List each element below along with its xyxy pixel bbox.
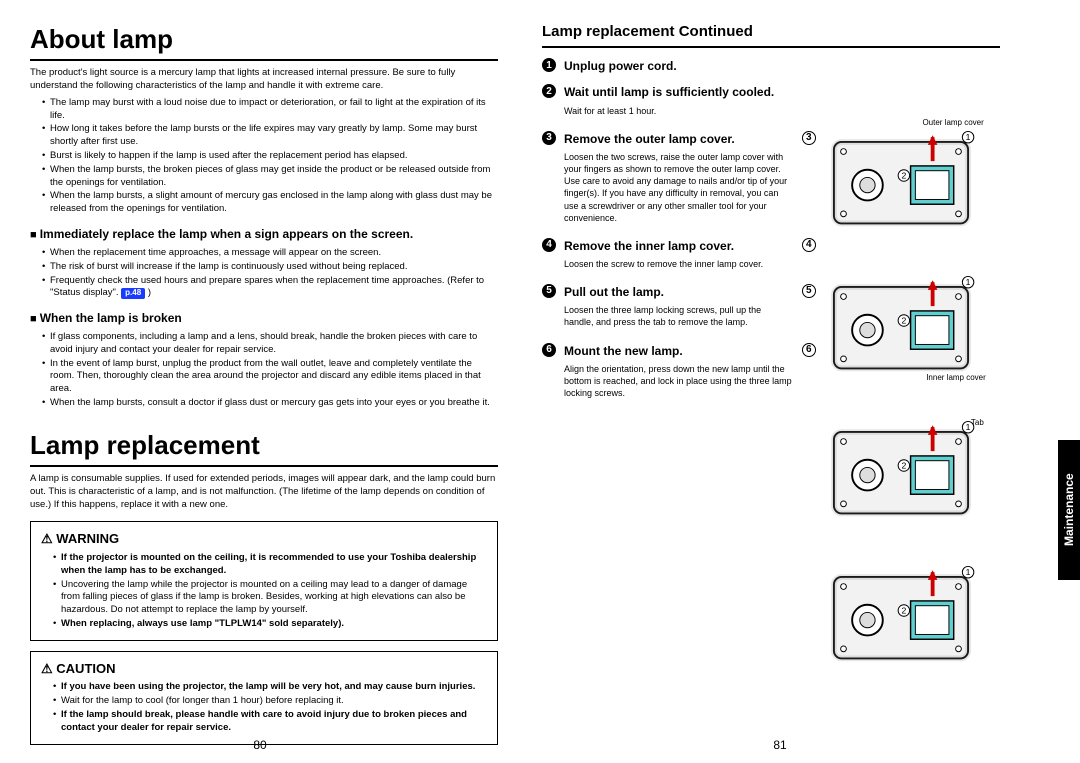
warning-bullets: If the projector is mounted on the ceili… — [41, 552, 487, 631]
step-title: Remove the inner lamp cover. — [564, 238, 734, 254]
lamp-broken-bullets: If glass components, including a lamp an… — [30, 331, 498, 410]
step-6: 6 Mount the new lamp. Align the orientatio… — [542, 343, 816, 400]
step-title: Wait until lamp is sufficiently cooled. — [564, 84, 774, 100]
caution-box: CAUTION If you have been using the proje… — [30, 651, 498, 745]
caution-bullets: If you have been using the projector, th… — [41, 681, 487, 734]
about-lamp-intro: The product's light source is a mercury … — [30, 67, 498, 93]
list-item: Uncovering the lamp while the projector … — [53, 579, 487, 617]
replace-sign-bullets: When the replacement time approaches, a … — [30, 247, 498, 300]
list-item: If glass components, including a lamp an… — [42, 331, 498, 357]
step-number-icon: 2 — [542, 84, 556, 98]
figures-column: 1 2 Outer lamp cover 1 2 Inner lamp cove… — [816, 58, 1000, 413]
page-number-left: 80 — [253, 737, 266, 753]
heading-about-lamp: About lamp — [30, 22, 498, 61]
step-2: 2 Wait until lamp is sufficiently cooled.… — [542, 84, 816, 116]
heading-lamp-replacement: Lamp replacement — [30, 428, 498, 467]
list-item: Wait for the lamp to cool (for longer th… — [53, 695, 487, 708]
step-number-icon: 1 — [542, 58, 556, 72]
svg-text:2: 2 — [901, 461, 906, 471]
page-right: Lamp replacement Continued 1 Unplug power… — [520, 0, 1040, 763]
figure-3: 1 2 Outer lamp cover — [816, 118, 986, 238]
list-item: How long it takes before the lamp bursts… — [42, 123, 498, 149]
step-figure-ref: 3 — [802, 131, 816, 145]
list-item: When the lamp bursts, consult a doctor i… — [42, 397, 498, 410]
about-lamp-bullets: The lamp may burst with a loud noise due… — [30, 97, 498, 216]
svg-text:2: 2 — [901, 606, 906, 616]
step-4: 4 Remove the inner lamp cover. Loosen the … — [542, 238, 816, 270]
step-title: Unplug power cord. — [564, 58, 677, 74]
figure-5: 1 2 Tab — [816, 408, 986, 528]
step-number-icon: 4 — [542, 238, 556, 252]
list-item: In the event of lamp burst, unplug the p… — [42, 358, 498, 396]
list-item: If the lamp should break, please handle … — [53, 709, 487, 735]
list-item: The risk of burst will increase if the l… — [42, 261, 498, 274]
list-item: When the lamp bursts, the broken pieces … — [42, 164, 498, 190]
list-item: When the replacement time approaches, a … — [42, 247, 498, 260]
step-number-icon: 3 — [542, 131, 556, 145]
step-title: Remove the outer lamp cover. — [564, 131, 735, 147]
lamp-replacement-intro: A lamp is consumable supplies. If used f… — [30, 473, 498, 511]
list-item: When replacing, always use lamp "TLPLW14… — [53, 618, 487, 631]
list-item: When the lamp bursts, a slight amount of… — [42, 190, 498, 216]
svg-text:1: 1 — [965, 567, 970, 577]
list-item: Frequently check the used hours and prep… — [42, 275, 498, 301]
projector-illustration: 1 2 — [816, 118, 986, 233]
steps-column: 1 Unplug power cord. 2 Wait until lamp is s… — [542, 58, 816, 413]
step-3: 3 Remove the outer lamp cover. Loosen the … — [542, 131, 816, 224]
figure-caption: Outer lamp cover — [922, 118, 983, 129]
step-5: 5 Pull out the lamp. Loosen the three lamp… — [542, 284, 816, 328]
side-tab-maintenance: Maintenance — [1058, 440, 1080, 580]
svg-text:2: 2 — [901, 171, 906, 181]
page-ref-chip: p.48 — [121, 288, 145, 299]
list-item: If you have been using the projector, th… — [53, 681, 487, 694]
list-item: Burst is likely to happen if the lamp is… — [42, 150, 498, 163]
figure-4: 1 2 Inner lamp cover — [816, 263, 986, 383]
step-body: Align the orientation, press down the ne… — [542, 363, 792, 399]
step-figure-ref: 6 — [802, 343, 816, 357]
step-figure-ref: 5 — [802, 284, 816, 298]
svg-text:1: 1 — [965, 277, 970, 287]
heading-continued: Lamp replacement Continued — [542, 22, 1000, 48]
caution-title: CAUTION — [41, 660, 487, 678]
step-body: Loosen the three lamp locking screws, pu… — [542, 304, 792, 328]
warning-box: WARNING If the projector is mounted on t… — [30, 521, 498, 640]
figure-caption: Inner lamp cover — [926, 373, 986, 384]
svg-text:1: 1 — [965, 132, 970, 142]
subhead-replace-sign: Immediately replace the lamp when a sign… — [30, 226, 498, 243]
figure-6: 1 2 — [816, 553, 986, 673]
step-body: Loosen the two screws, raise the outer l… — [542, 151, 792, 224]
step-body: Loosen the screw to remove the inner lam… — [542, 258, 792, 270]
step-figure-ref: 4 — [802, 238, 816, 252]
figure-caption: Tab — [971, 418, 984, 429]
subhead-lamp-broken: When the lamp is broken — [30, 310, 498, 327]
svg-text:1: 1 — [965, 422, 970, 432]
projector-illustration: 1 2 — [816, 263, 986, 378]
step-number-icon: 5 — [542, 284, 556, 298]
list-item: The lamp may burst with a loud noise due… — [42, 97, 498, 123]
svg-text:2: 2 — [901, 316, 906, 326]
step-title: Mount the new lamp. — [564, 343, 683, 359]
step-title: Pull out the lamp. — [564, 284, 664, 300]
page-left: About lamp The product's light source is… — [0, 0, 520, 763]
step-body: Wait for at least 1 hour. — [542, 105, 792, 117]
projector-illustration: 1 2 — [816, 408, 986, 523]
step-number-icon: 6 — [542, 343, 556, 357]
warning-title: WARNING — [41, 530, 487, 548]
step-1: 1 Unplug power cord. — [542, 58, 816, 84]
projector-illustration: 1 2 — [816, 553, 986, 668]
page-number-right: 81 — [773, 737, 786, 753]
list-item: If the projector is mounted on the ceili… — [53, 552, 487, 578]
